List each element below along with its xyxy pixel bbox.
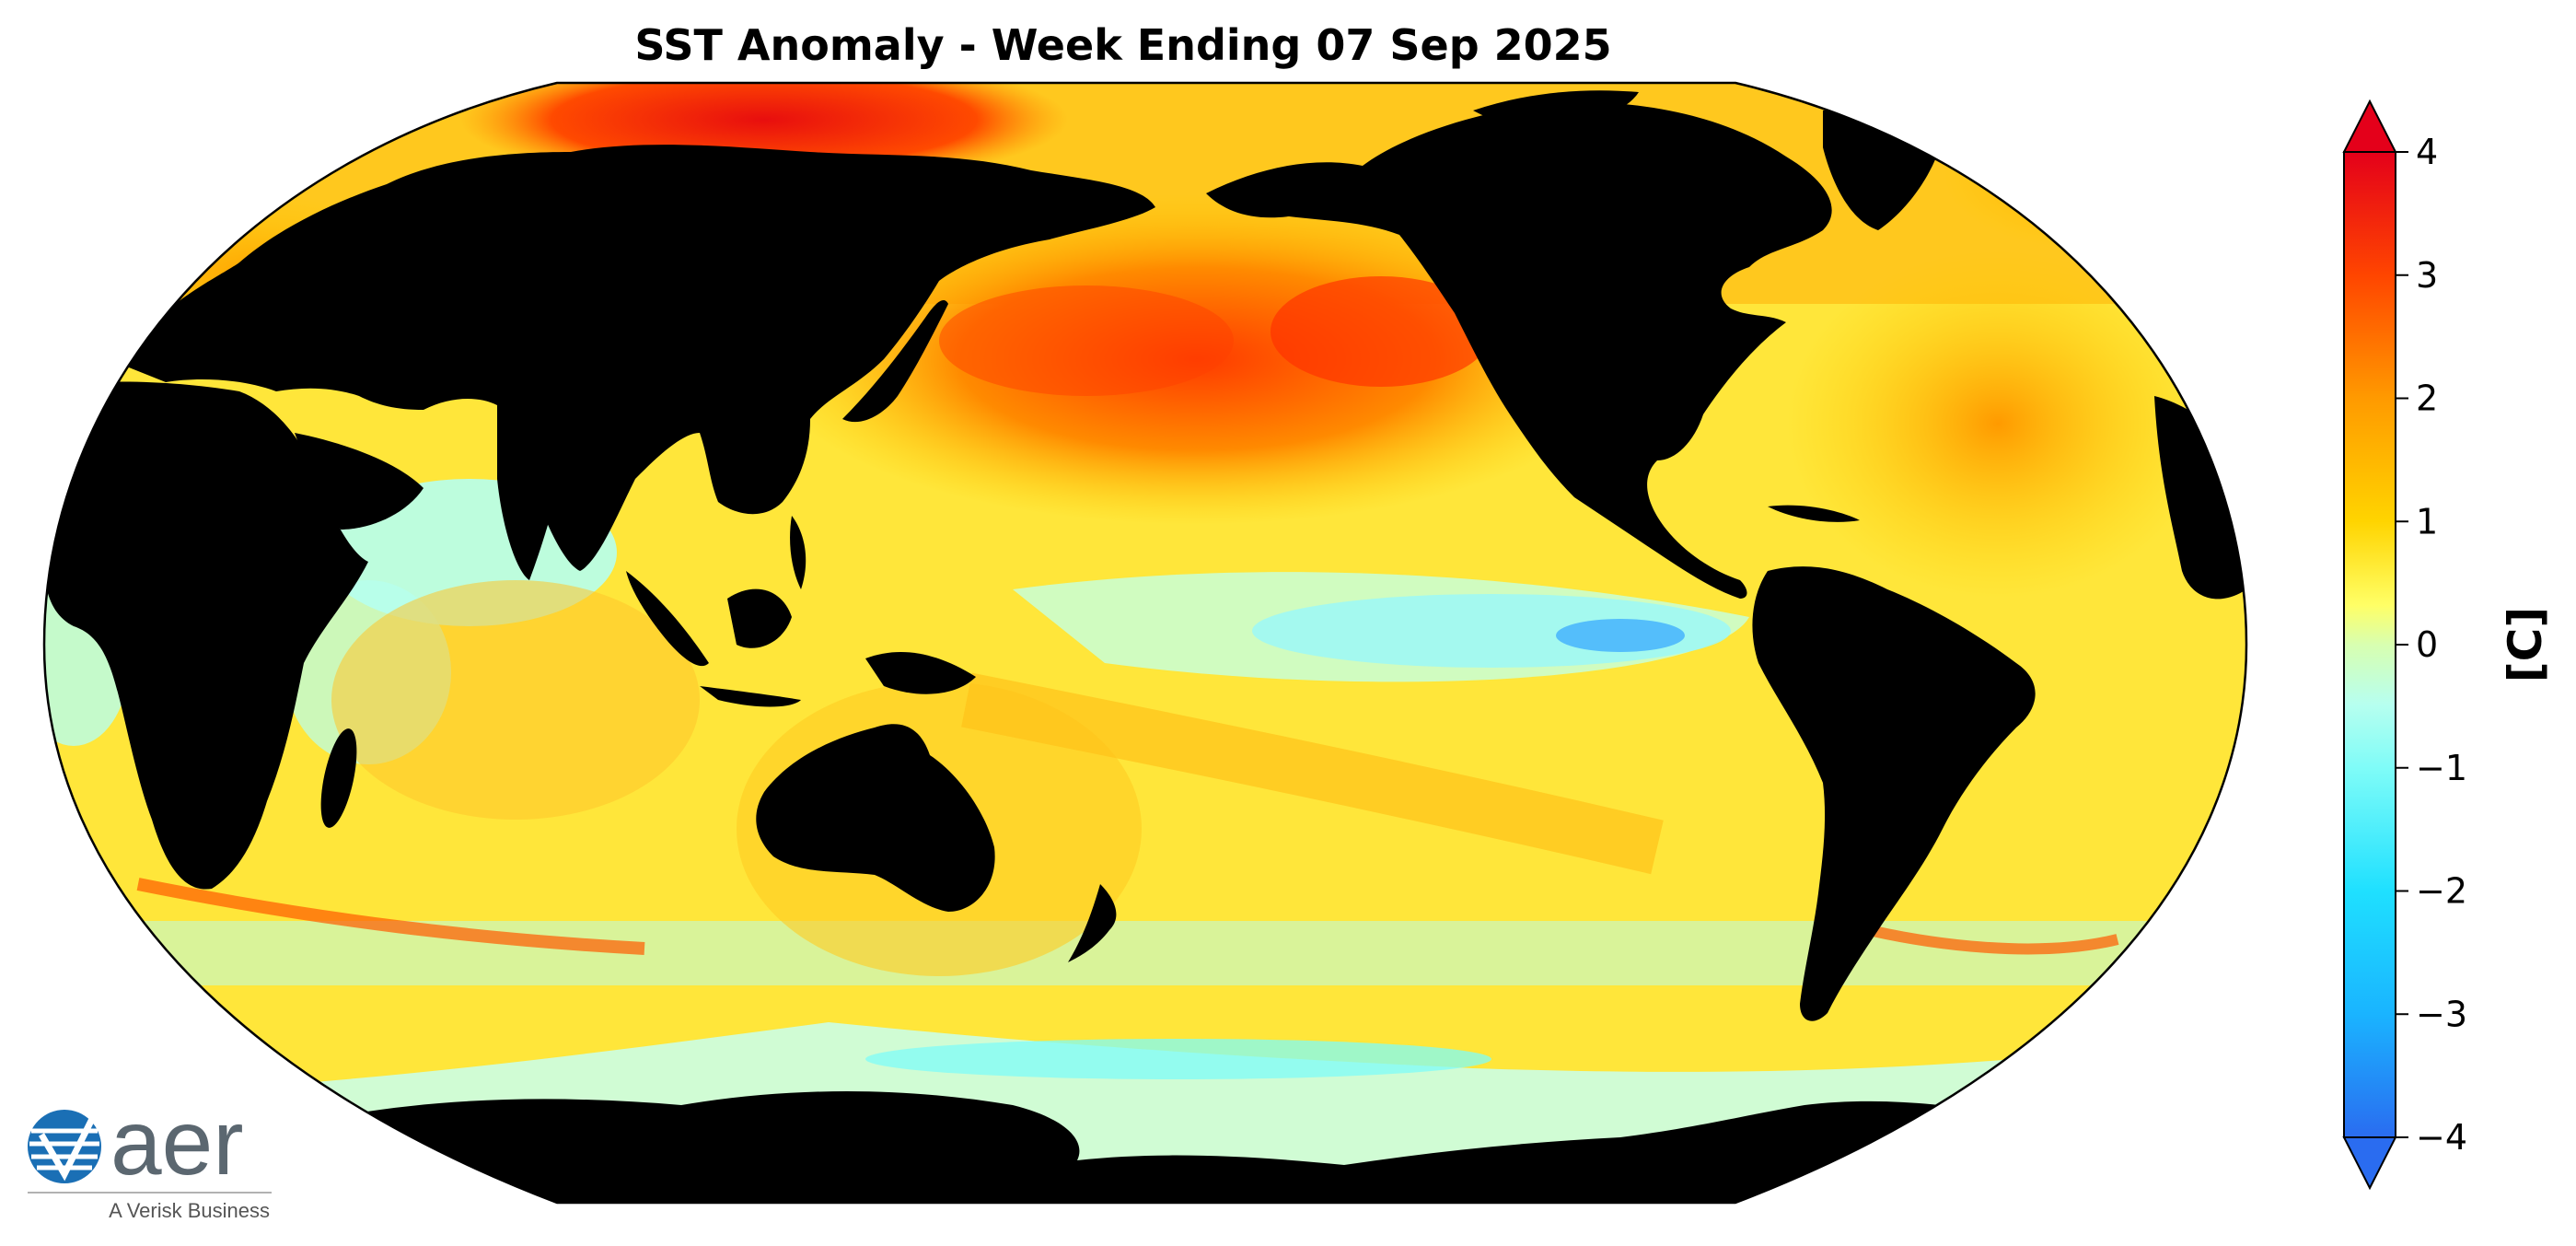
land-philippines bbox=[790, 516, 806, 589]
colorbar-tick-label: −1 bbox=[2416, 748, 2467, 788]
colorbar-tick-label: 3 bbox=[2416, 255, 2438, 296]
land-borneo bbox=[727, 588, 792, 648]
land-south-america bbox=[1752, 566, 2036, 1021]
aer-logo-globe-icon bbox=[28, 1110, 101, 1183]
land-java bbox=[700, 686, 801, 707]
land-arabia bbox=[295, 433, 424, 530]
colorbar-label: [C] bbox=[2499, 607, 2552, 682]
colorbar-tick-label: 1 bbox=[2416, 501, 2438, 541]
land-madagascar bbox=[320, 728, 357, 828]
colorbar-tick-label: 2 bbox=[2416, 378, 2438, 419]
land-north-america bbox=[1206, 101, 1832, 599]
colorbar-ticks: 4 3 2 1 0 −1 −2 −3 −4 bbox=[2396, 132, 2467, 1158]
land-india bbox=[497, 405, 566, 580]
aer-logo-wordmark: aer bbox=[110, 1091, 244, 1194]
land-arctic-islands bbox=[1473, 90, 1639, 129]
colorbar-tick-label: −4 bbox=[2416, 1117, 2467, 1158]
land-japan bbox=[842, 299, 948, 423]
colorbar: 4 3 2 1 0 −1 −2 −3 −4 [C] bbox=[2342, 99, 2552, 1191]
globe-outline bbox=[42, 81, 2248, 1205]
colorbar-extend-top bbox=[2342, 99, 2397, 153]
colorbar-gradient bbox=[2343, 151, 2396, 1138]
colorbar-tick-label: 0 bbox=[2416, 624, 2438, 665]
land-australia bbox=[756, 724, 995, 912]
colorbar-tick-label: −2 bbox=[2416, 871, 2467, 912]
colorbar-tick-label: 4 bbox=[2416, 132, 2438, 172]
land-africa bbox=[44, 381, 368, 890]
land-antarctica bbox=[276, 1091, 2025, 1203]
land-new-zealand bbox=[1068, 884, 1117, 962]
ocean-anomaly-field bbox=[44, 83, 2246, 1203]
aer-logo-tagline: A Verisk Business bbox=[109, 1199, 270, 1222]
aer-logo: aer A Verisk Business bbox=[28, 1091, 272, 1222]
colorbar-extend-bottom bbox=[2342, 1136, 2397, 1191]
colorbar-tick-label: −3 bbox=[2416, 994, 2467, 1034]
land-sumatra bbox=[626, 571, 709, 667]
land-new-guinea bbox=[865, 651, 976, 694]
map-title: SST Anomaly - Week Ending 07 Sep 2025 bbox=[634, 20, 1612, 70]
land-eurasia bbox=[120, 145, 1155, 572]
land-caribbean bbox=[1768, 505, 1860, 522]
